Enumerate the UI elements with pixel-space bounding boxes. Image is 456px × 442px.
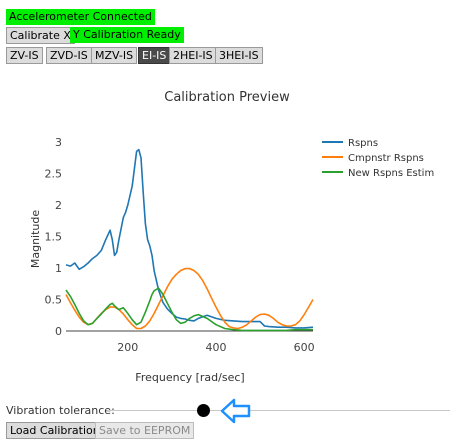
y-tick-label: 2.5	[45, 168, 63, 181]
x-tick-label: 200	[117, 341, 138, 354]
shaper-tab[interactable]: 2HEI-IS	[169, 47, 217, 64]
legend-label: New Rspns Estim	[348, 168, 434, 179]
shaper-tab[interactable]: 3HEI-IS	[215, 47, 263, 64]
vibration-tolerance-label: Vibration tolerance:	[6, 404, 115, 417]
vibration-tolerance-slider-track[interactable]	[107, 410, 450, 411]
vibration-tolerance-slider-thumb[interactable]	[196, 404, 210, 417]
y-axis-label: Magnitude	[29, 210, 42, 269]
series-line-rspns	[65, 148, 314, 329]
legend-label: Cmpnstr Rspns	[348, 153, 424, 164]
y-tick-label: 0.5	[45, 294, 63, 307]
y-tick-label: 3	[55, 136, 62, 149]
y-tick-label: 2	[55, 199, 62, 212]
left-arrow-icon	[220, 398, 251, 424]
y-tick-label: 0	[55, 325, 62, 338]
shaper-tab[interactable]: MZV-IS	[91, 47, 138, 64]
series-line-new-rspns-estim	[65, 287, 313, 332]
calibration-preview-chart: Calibration Preview Frequency [rad/sec] …	[29, 90, 434, 384]
load-calibration-button[interactable]: Load Calibration	[6, 422, 104, 439]
legend-label: Rspns	[348, 138, 378, 149]
accelerometer-status-badge: Accelerometer Connected	[6, 9, 155, 25]
shaper-tab[interactable]: ZV-IS	[6, 47, 43, 64]
x-tick-label: 400	[205, 341, 226, 354]
chart-title: Calibration Preview	[164, 90, 290, 105]
save-to-eeprom-button[interactable]: Save to EEPROM	[95, 422, 195, 439]
series-line-cmpnstr-rspns	[65, 267, 314, 330]
y-tick-label: 1	[55, 262, 62, 275]
x-axis-label: Frequency [rad/sec]	[135, 371, 244, 384]
shaper-tab[interactable]: EI-IS	[138, 47, 171, 64]
x-tick-label: 600	[294, 341, 315, 354]
y-calibration-status-badge: Y Calibration Ready	[70, 27, 184, 43]
y-tick-label: 1.5	[45, 231, 63, 244]
